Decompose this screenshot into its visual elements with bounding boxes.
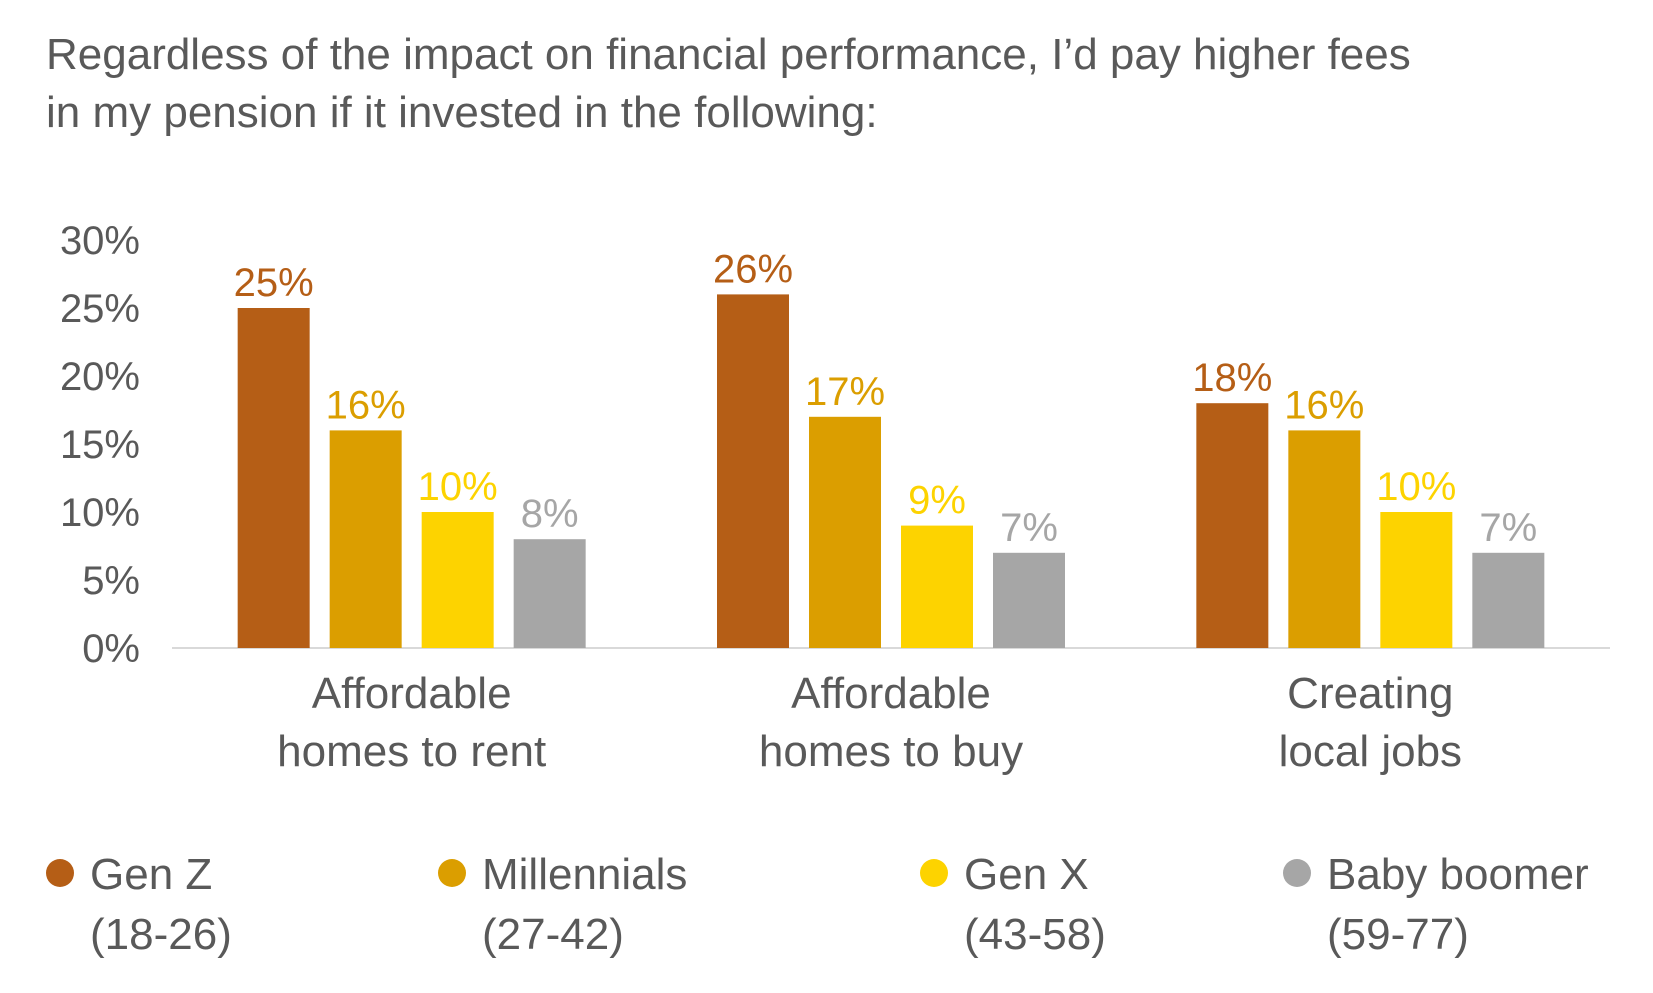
- data-label-gen-z-creating-local-jobs: 18%: [1192, 356, 1272, 400]
- bars: [237, 294, 1545, 648]
- bar-baby-boomer-creating-local-jobs: [1472, 552, 1545, 648]
- data-label-baby-boomer-creating-local-jobs: 7%: [1479, 506, 1537, 550]
- legend-range-baby-boomer: (59-77): [1327, 910, 1469, 959]
- legend-item-baby-boomer: Baby boomer (59-77): [1283, 845, 1589, 965]
- bar-baby-boomer-affordable-homes-to-rent: [513, 539, 586, 648]
- legend-item-gen-z: Gen Z (18-26): [46, 845, 232, 965]
- y-tick-label-30: 30%: [60, 219, 140, 263]
- legend-label-baby-boomer: Baby boomer: [1327, 850, 1589, 899]
- legend-swatch-gen-z: [46, 859, 74, 887]
- legend-range-gen-x: (43-58): [964, 910, 1106, 959]
- y-tick-label-0: 0%: [82, 627, 140, 671]
- bar-gen-z-affordable-homes-to-rent: [237, 308, 310, 648]
- legend-range-millennials: (27-42): [482, 910, 624, 959]
- legend-range-gen-z: (18-26): [90, 910, 232, 959]
- category-label-creating-local-jobs-line-2: local jobs: [1279, 727, 1462, 776]
- y-tick-label-5: 5%: [82, 559, 140, 603]
- bar-gen-x-affordable-homes-to-buy: [901, 525, 973, 648]
- data-label-millennials-affordable-homes-to-rent: 16%: [326, 383, 406, 427]
- y-tick-label-10: 10%: [60, 491, 140, 535]
- legend-swatch-gen-x: [920, 859, 948, 887]
- category-label-affordable-homes-to-buy-line-2: homes to buy: [759, 727, 1023, 776]
- data-label-baby-boomer-affordable-homes-to-buy: 7%: [1000, 506, 1058, 550]
- data-label-gen-x-creating-local-jobs: 10%: [1376, 465, 1456, 509]
- legend: Gen Z (18-26) Millennials (27-42) Gen X …: [0, 845, 1653, 985]
- data-label-gen-x-affordable-homes-to-rent: 10%: [418, 465, 498, 509]
- category-labels: Affordable homes to rent Affordable homes t…: [277, 669, 1462, 776]
- y-tick-label-15: 15%: [60, 423, 140, 467]
- bar-gen-x-creating-local-jobs: [1380, 512, 1453, 648]
- legend-swatch-baby-boomer: [1283, 859, 1311, 887]
- data-label-millennials-affordable-homes-to-buy: 17%: [805, 370, 885, 414]
- legend-swatch-millennials: [438, 859, 466, 887]
- legend-label-gen-x: Gen X: [964, 850, 1089, 899]
- category-label-affordable-homes-to-rent-line-1: Affordable: [312, 669, 512, 718]
- data-labels: 25% 16% 10% 8% 26% 17% 9% 7% 18% 16% 10% 7%: [234, 247, 1538, 549]
- data-label-millennials-creating-local-jobs: 16%: [1284, 383, 1364, 427]
- bar-gen-x-affordable-homes-to-rent: [421, 512, 494, 648]
- chart-title: Regardless of the impact on financial pe…: [46, 26, 1626, 142]
- bar-millennials-affordable-homes-to-buy: [809, 416, 881, 648]
- y-tick-label-25: 25%: [60, 287, 140, 331]
- data-label-gen-z-affordable-homes-to-buy: 26%: [713, 247, 793, 291]
- legend-item-millennials: Millennials (27-42): [438, 845, 687, 965]
- legend-label-gen-z: Gen Z: [90, 850, 213, 899]
- legend-label-millennials: Millennials: [482, 850, 688, 899]
- bar-baby-boomer-affordable-homes-to-buy: [993, 552, 1065, 648]
- chart-title-line-2: in my pension if it invested in the foll…: [46, 88, 878, 137]
- data-label-baby-boomer-affordable-homes-to-rent: 8%: [521, 492, 579, 536]
- y-tick-label-20: 20%: [60, 355, 140, 399]
- chart-title-line-1: Regardless of the impact on financial pe…: [46, 30, 1411, 79]
- bar-gen-z-creating-local-jobs: [1196, 403, 1269, 648]
- data-label-gen-x-affordable-homes-to-buy: 9%: [908, 479, 966, 523]
- category-label-affordable-homes-to-buy-line-1: Affordable: [791, 669, 991, 718]
- data-label-gen-z-affordable-homes-to-rent: 25%: [234, 261, 314, 305]
- y-axis: 0% 5% 10% 15% 20% 25% 30%: [60, 219, 140, 671]
- bar-gen-z-affordable-homes-to-buy: [717, 294, 789, 648]
- category-label-affordable-homes-to-rent-line-2: homes to rent: [277, 727, 546, 776]
- bar-millennials-affordable-homes-to-rent: [329, 430, 402, 648]
- bar-millennials-creating-local-jobs: [1288, 430, 1361, 648]
- category-label-creating-local-jobs-line-1: Creating: [1287, 669, 1453, 718]
- legend-item-gen-x: Gen X (43-58): [920, 845, 1106, 965]
